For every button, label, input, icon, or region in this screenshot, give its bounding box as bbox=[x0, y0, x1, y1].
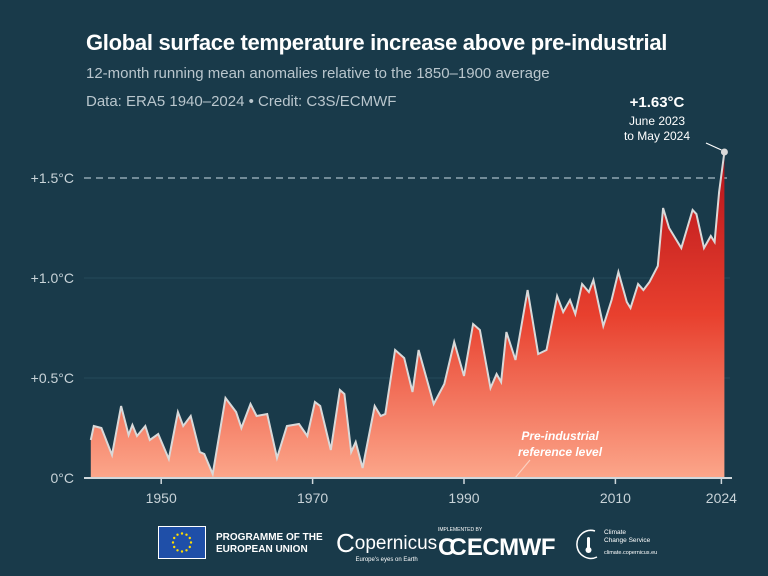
c3s-url: climate.copernicus.eu bbox=[604, 550, 658, 556]
eu-star bbox=[188, 536, 191, 540]
footer-logos: PROGRAMME OF THE EUROPEAN UNION Copernic… bbox=[0, 524, 768, 564]
x-tick-label: 1970 bbox=[297, 490, 328, 506]
eu-star bbox=[173, 545, 176, 549]
reference-leader-line bbox=[514, 459, 531, 479]
chart-subtitle: 12-month running mean anomalies relative… bbox=[86, 65, 550, 82]
y-tick-label: +1.5°C bbox=[31, 170, 74, 186]
ecmwf-wordmark: ECMWF bbox=[466, 534, 556, 561]
peak-annotation: +1.63°C June 2023 to May 2024 bbox=[612, 94, 702, 144]
implemented-by: IMPLEMENTED BY bbox=[438, 527, 483, 533]
eu-star bbox=[171, 541, 175, 544]
c3s-line-1: Climate bbox=[604, 529, 627, 536]
peak-period-1: June 2023 bbox=[628, 114, 686, 128]
eu-star bbox=[180, 550, 184, 553]
c3s-text: Climate Change Service bbox=[604, 529, 650, 545]
data-source: Data: ERA5 1940–2024 • Credit: C3S/ECMWF bbox=[86, 93, 397, 110]
eu-star bbox=[188, 545, 191, 549]
eu-line-1: PROGRAMME OF THE bbox=[216, 532, 323, 543]
eu-star bbox=[189, 541, 193, 544]
peak-period-2: to May 2024 bbox=[623, 129, 691, 143]
reference-label-2: reference level bbox=[517, 445, 603, 459]
temperature-area bbox=[90, 152, 725, 478]
y-tick-label: +0.5°C bbox=[31, 370, 74, 386]
c3s-line-2: Change Service bbox=[604, 537, 651, 544]
eu-star bbox=[176, 533, 179, 536]
temperature-line bbox=[89, 151, 726, 478]
copernicus-logo: Copernicus Europe's eyes on Earth bbox=[336, 528, 438, 563]
y-tick-label: +1.0°C bbox=[31, 270, 74, 286]
eu-star bbox=[173, 536, 176, 540]
eu-flag-logo bbox=[158, 526, 206, 559]
reference-label-1: Pre-industrial bbox=[521, 429, 599, 443]
reference-annotation: Pre-industrial reference level bbox=[505, 428, 615, 460]
eu-star bbox=[180, 532, 184, 535]
eu-line-2: EUROPEAN UNION bbox=[216, 544, 308, 555]
copernicus-wordmark: opernicus bbox=[354, 533, 438, 554]
x-tick-label: 2010 bbox=[600, 490, 631, 506]
x-tick-label: 1950 bbox=[146, 490, 177, 506]
c3s-thermometer-icon bbox=[576, 529, 598, 560]
peak-point bbox=[720, 148, 728, 156]
x-tick-label: 1990 bbox=[448, 490, 479, 506]
eu-programme-text: PROGRAMME OF THE EUROPEAN UNION bbox=[216, 532, 323, 556]
eu-star bbox=[185, 533, 188, 536]
copernicus-tagline: Europe's eyes on Earth bbox=[355, 557, 418, 563]
peak-leader-line bbox=[705, 142, 722, 151]
eu-star bbox=[185, 549, 188, 552]
eu-star bbox=[176, 549, 179, 552]
ecmwf-logo: CC ECMWF bbox=[438, 534, 556, 561]
y-tick-label: 0°C bbox=[51, 470, 75, 486]
x-tick-label: 2024 bbox=[706, 490, 737, 506]
peak-value: +1.63°C bbox=[629, 94, 685, 111]
chart-title: Global surface temperature increase abov… bbox=[86, 30, 668, 55]
